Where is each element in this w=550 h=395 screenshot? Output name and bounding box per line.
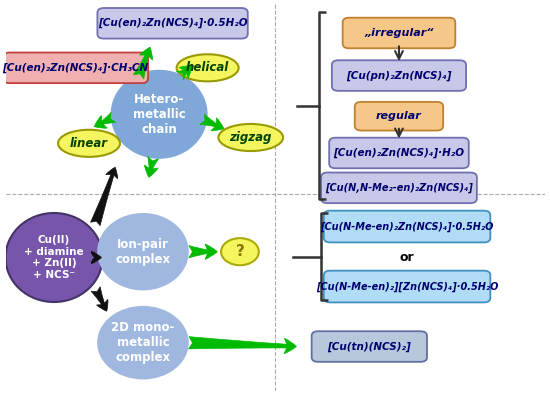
Ellipse shape — [6, 213, 102, 302]
FancyBboxPatch shape — [324, 211, 491, 243]
Text: 2D mono-
metallic
complex: 2D mono- metallic complex — [111, 321, 175, 364]
Text: [Cu(en)₂Zn(NCS)₄]·0.5H₂O: [Cu(en)₂Zn(NCS)₄]·0.5H₂O — [98, 18, 248, 28]
Text: [Cu(pn)₂Zn(NCS)₄]: [Cu(pn)₂Zn(NCS)₄] — [346, 70, 452, 81]
Text: [Cu(N-Me-en)₂Zn(NCS)₄]·0.5H₂O: [Cu(N-Me-en)₂Zn(NCS)₄]·0.5H₂O — [320, 222, 494, 231]
Text: [Cu(N-Me-en)₂][Zn(NCS)₄]·0.5H₂O: [Cu(N-Me-en)₂][Zn(NCS)₄]·0.5H₂O — [316, 281, 498, 292]
Text: [Cu(en)₂Zn(NCS)₄]·CH₃CN: [Cu(en)₂Zn(NCS)₄]·CH₃CN — [3, 63, 148, 73]
Ellipse shape — [111, 70, 208, 159]
Text: ?: ? — [235, 244, 244, 259]
Ellipse shape — [218, 124, 283, 151]
Text: [Cu(N,N-Me₂-en)₂Zn(NCS)₄]: [Cu(N,N-Me₂-en)₂Zn(NCS)₄] — [325, 183, 473, 193]
FancyBboxPatch shape — [312, 331, 427, 362]
FancyBboxPatch shape — [355, 102, 443, 130]
Ellipse shape — [221, 238, 259, 265]
FancyBboxPatch shape — [329, 138, 469, 168]
Ellipse shape — [177, 54, 239, 81]
FancyBboxPatch shape — [332, 60, 466, 91]
Text: [Cu(tn)(NCS)₂]: [Cu(tn)(NCS)₂] — [327, 341, 411, 352]
Ellipse shape — [97, 213, 189, 290]
Text: „irregular“: „irregular“ — [364, 28, 433, 38]
Text: or: or — [400, 251, 414, 264]
FancyBboxPatch shape — [324, 271, 491, 303]
Text: zigzag: zigzag — [229, 131, 272, 144]
Text: Cu(II)
+ diamine
+ Zn(II)
+ NCS⁻: Cu(II) + diamine + Zn(II) + NCS⁻ — [24, 235, 84, 280]
Text: linear: linear — [70, 137, 108, 150]
Text: helical: helical — [186, 61, 229, 74]
Text: [Cu(en)₂Zn(NCS)₄]·H₂O: [Cu(en)₂Zn(NCS)₄]·H₂O — [333, 148, 465, 158]
FancyBboxPatch shape — [3, 53, 148, 83]
FancyBboxPatch shape — [343, 18, 455, 48]
Text: Hetero-
metallic
chain: Hetero- metallic chain — [133, 93, 185, 136]
FancyBboxPatch shape — [321, 173, 477, 203]
Text: regular: regular — [376, 111, 422, 121]
FancyBboxPatch shape — [97, 8, 248, 39]
Ellipse shape — [97, 306, 189, 380]
Text: Ion-pair
complex: Ion-pair complex — [116, 238, 170, 266]
Ellipse shape — [58, 130, 120, 157]
